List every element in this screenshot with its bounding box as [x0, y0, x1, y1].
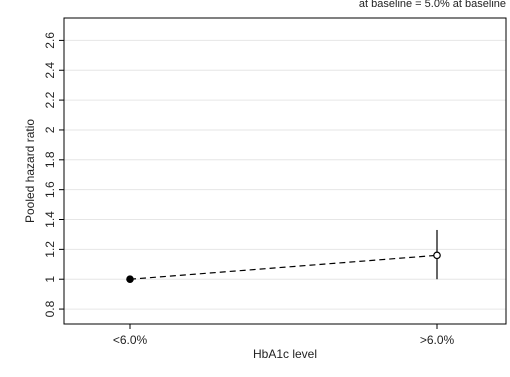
y-tick-label: 2.6	[43, 32, 57, 49]
y-tick-label: 1.6	[43, 181, 57, 198]
plot-frame	[63, 17, 507, 325]
axes	[63, 17, 507, 325]
y-axis-label: Pooled hazard ratio	[23, 119, 37, 223]
x-axis-label: HbA1c level	[253, 347, 317, 361]
y-axis-ticks: 0.8 1 1.2 1.4 1.6 1.8 2 2.2 2.4 2.6	[43, 32, 64, 317]
y-tick-label: 0.8	[43, 300, 57, 317]
series	[126, 229, 441, 284]
x-tick-label: <6.0%	[113, 333, 148, 347]
top-cropped-text: at baseline = 5.0% at baseline	[359, 0, 506, 10]
gridlines	[64, 39, 506, 310]
data-point-open	[433, 251, 441, 260]
y-tick-label: 2	[43, 126, 57, 133]
series-line	[129, 254, 438, 280]
y-tick-label: 1	[43, 276, 57, 283]
y-tick-label: 2.2	[43, 91, 57, 108]
y-tick-label: 2.4	[43, 62, 57, 79]
data-point-filled	[126, 275, 134, 284]
y-tick-label: 1.4	[43, 211, 57, 228]
y-tick-label: 1.8	[43, 151, 57, 168]
x-axis-ticks: <6.0% >6.0%	[113, 324, 455, 347]
x-tick-label: >6.0%	[420, 333, 455, 347]
y-tick-label: 1.2	[43, 241, 57, 258]
